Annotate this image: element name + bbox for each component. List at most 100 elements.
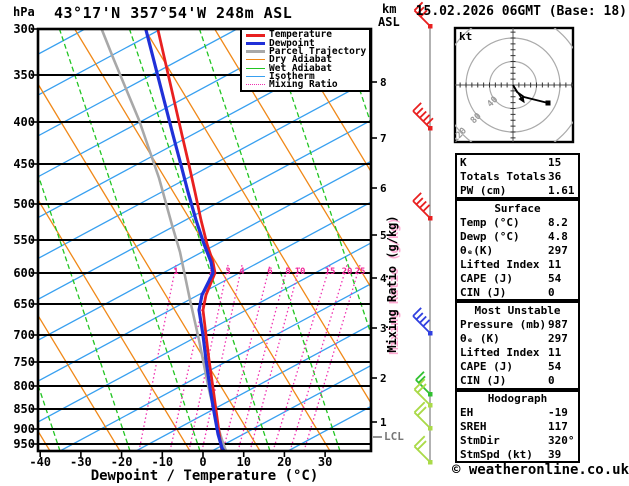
isobar-lines: [38, 74, 371, 445]
panel-row-label: CIN (J): [460, 374, 507, 388]
panel-row-label: PW (cm): [460, 183, 507, 197]
pressure-tick-label: 350: [13, 68, 35, 82]
mixing-ratio-line: [272, 264, 331, 451]
wind-barb-icon: [413, 378, 433, 408]
mixing-ratio-value-label: 6: [267, 267, 272, 277]
altitude-unit-label-km: km: [382, 2, 397, 16]
temperature-tick-label: -40: [29, 455, 51, 469]
wind-barb-icon: [413, 1, 433, 29]
panel-row: StmSpd (kt) 39: [460, 449, 575, 460]
panel-row-value: 4.8: [548, 229, 568, 243]
panel-row-label: K: [460, 155, 467, 169]
panel-row: EH -19: [460, 407, 575, 418]
mixing-ratio-line: [249, 264, 301, 451]
legend: Temperature Dewpoint Parcel Trajectory Dry …: [240, 28, 371, 92]
panel-row-label: EH: [460, 406, 474, 420]
legend-line-sample-icon: [246, 33, 265, 37]
isotherm-line: [38, 29, 314, 178]
panel-row-value: 54: [548, 271, 562, 285]
panel-row-label: CAPE (J): [460, 360, 513, 374]
panel-row: SREH 117: [460, 421, 575, 432]
panel-row: StmDir 320°: [460, 435, 575, 446]
panel-row: Pressure (mb) 987: [460, 319, 575, 330]
panel-row-value: 54: [548, 360, 562, 374]
legend-item-label: Mixing Ratio: [269, 79, 338, 91]
wind-barb-icon: [412, 102, 434, 131]
legend-item: Dry Adiabat: [246, 55, 369, 64]
wet-adiabat-line: [38, 172, 131, 451]
legend-line-sample-icon: [246, 41, 265, 45]
panel-row-label: StmSpd (kt): [460, 447, 533, 461]
page-title: 43°17'N 357°54'W 248m ASL: [54, 4, 293, 22]
panel-row-label: Totals Totals: [460, 169, 547, 183]
legend-line-sample-icon: [246, 50, 265, 54]
panel-header: Most Unstable: [474, 303, 561, 317]
temperature-tick-label: 20: [277, 455, 291, 469]
mixing-ratio-labels: 1 2 3 4 6 8 10 15 20 25: [173, 267, 365, 277]
wet-adiabat-line: [58, 29, 201, 451]
altitude-tick-label: 1: [380, 416, 387, 429]
indices-panel: Most Unstable Pressure (mb) 987 θₑ (K) 297 Li…: [455, 301, 580, 390]
temperature-tick-label: 30: [318, 455, 332, 469]
panel-row-label: CIN (J): [460, 285, 507, 299]
mixing-ratio-line: [169, 264, 213, 451]
mixing-ratio-line: [303, 264, 361, 451]
isotherm-line: [135, 323, 371, 451]
altitude-tick-label: 5: [380, 229, 387, 242]
mixing-ratio-value-label: 3: [225, 267, 230, 277]
panel-row: Lifted Index 11: [460, 347, 575, 358]
pressure-tick-label: 950: [13, 437, 35, 451]
panel-row-value: 0: [548, 285, 555, 299]
wet-adiabat-line: [198, 29, 341, 451]
mixing-ratio-line: [237, 264, 289, 451]
legend-item: Mixing Ratio: [246, 79, 369, 91]
mixing-ratio-line: [289, 264, 348, 451]
altitude-unit-label-asl: ASL: [378, 15, 400, 29]
isotherm-line: [211, 364, 371, 451]
legend-line-sample-icon: [246, 76, 265, 78]
isotherm-line: [38, 29, 238, 137]
pressure-tick-label: 750: [13, 355, 35, 369]
panel-row: Temp (°C) 8.2: [460, 217, 575, 228]
legend-item: Isotherm: [246, 72, 369, 81]
legend-item: Dewpoint: [246, 37, 369, 49]
panel-row-label: CAPE (J): [460, 271, 513, 285]
dry-adiabat-line: [284, 29, 371, 173]
indices-panel: Hodograph EH -19 SREH 117 StmDir 320° StmSpd (k…: [455, 390, 580, 463]
mixing-ratio-value-label: 1: [173, 267, 178, 277]
temperature-tick-label: -20: [111, 455, 133, 469]
altitude-tick-label: 8: [380, 76, 387, 89]
panel-row-value: -19: [548, 406, 568, 420]
temperature-axis-title: Dewpoint / Temperature (°C): [90, 468, 319, 484]
panel-row-value: 117: [548, 419, 568, 433]
pressure-tick-label: 900: [13, 422, 35, 436]
temperature-tick-label: 10: [236, 455, 250, 469]
panel-row-value: 11: [548, 257, 562, 271]
legend-item: Parcel Trajectory: [246, 47, 369, 56]
pressure-tick-label: 500: [13, 197, 35, 211]
temperature-tick-label: -30: [70, 455, 92, 469]
pressure-tick-label: 700: [13, 328, 35, 342]
mixing-ratio-line: [201, 264, 243, 451]
legend-line-sample-icon: [246, 59, 265, 61]
panel-row-value: 0: [548, 374, 555, 388]
mixing-ratio-value-label: 15: [325, 267, 336, 277]
panel-row: Lifted Index 11: [460, 259, 575, 270]
legend-item-label: Temperature: [269, 29, 332, 41]
panel-row-value: 1.61: [548, 183, 575, 197]
legend-item-label: Dewpoint: [269, 37, 315, 49]
isotherm-line: [38, 242, 371, 423]
isotherm-line: [59, 283, 371, 451]
temperature-tick-label: 0: [199, 455, 206, 469]
panel-row: CIN (J) 0: [460, 287, 575, 298]
wind-barb-icon: [412, 307, 433, 336]
mixing-ratio-line: [138, 264, 177, 451]
temperature-axis: -40 -30 -20 -10 0 10 20 30: [29, 451, 332, 469]
pressure-tick-label: 300: [13, 22, 35, 36]
altitude-tick-label: 4: [380, 272, 387, 285]
panel-row-label: StmDir: [460, 433, 500, 447]
panel-row: K 15: [460, 157, 575, 168]
wind-barb-icon: [412, 192, 433, 221]
panel-row: PW (cm) 1.61: [460, 185, 575, 196]
